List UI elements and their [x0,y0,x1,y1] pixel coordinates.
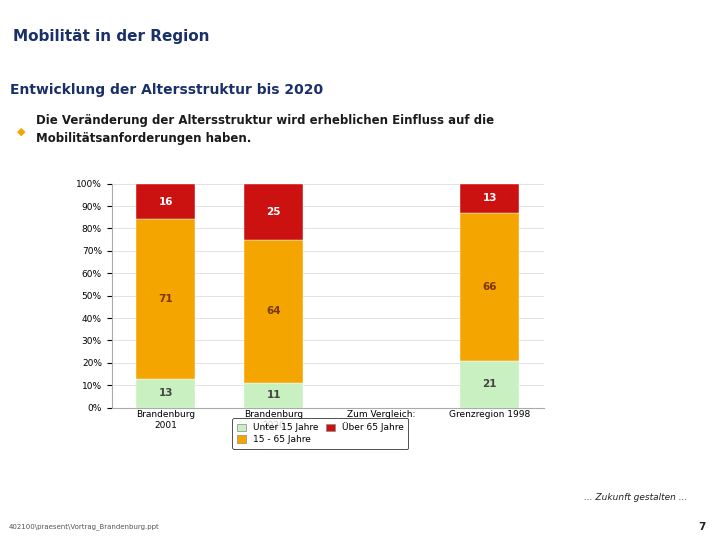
Text: Neue Mobilitätsanforderungen in der Region Berlin/Brandenburg - Westpolen
Vortra: Neue Mobilitätsanforderungen in der Regi… [6,489,348,503]
Text: 13: 13 [158,388,173,398]
Text: 13: 13 [482,193,497,203]
Text: 64: 64 [266,306,281,316]
Text: 402100\praesent\Vortrag_Brandenburg.ppt: 402100\praesent\Vortrag_Brandenburg.ppt [9,524,159,530]
Bar [136,184,195,219]
Text: 16: 16 [158,197,173,206]
Bar [460,213,519,361]
Legend: Unter 15 Jahre, 15 - 65 Jahre, Über 65 Jahre: Unter 15 Jahre, 15 - 65 Jahre, Über 65 J… [233,418,408,449]
Bar [460,184,519,213]
Text: Mobilität in der Region: Mobilität in der Region [13,29,210,44]
Bar [460,361,519,408]
Bar [244,184,303,240]
Bar [244,240,303,383]
Text: 11: 11 [266,390,281,400]
Text: Die Veränderung der Altersstruktur wird erheblichen Einfluss auf die
Mobilitätsa: Die Veränderung der Altersstruktur wird … [37,114,495,145]
Text: 25: 25 [266,207,281,217]
Polygon shape [518,0,720,73]
Text: ◆: ◆ [17,126,25,136]
Text: 66: 66 [482,282,497,292]
Text: Entwicklung der Altersstruktur bis 2020: Entwicklung der Altersstruktur bis 2020 [9,84,323,97]
Bar [136,219,195,379]
Text: 71: 71 [158,294,173,304]
Bar [244,383,303,408]
Text: ... Zukunft gestalten ...: ... Zukunft gestalten ... [584,493,687,502]
Text: 7: 7 [698,522,706,532]
Bar [136,379,195,408]
Text: 21: 21 [482,379,497,389]
